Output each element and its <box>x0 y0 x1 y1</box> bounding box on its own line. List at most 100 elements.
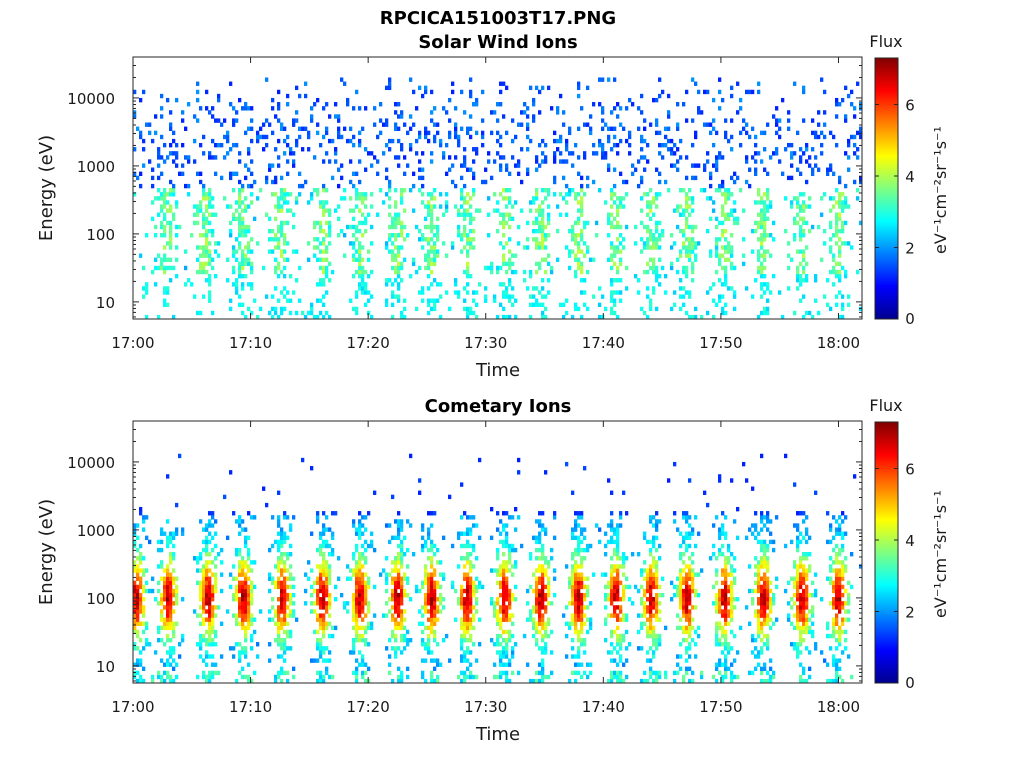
heatmap-cell <box>577 241 581 246</box>
heatmap-cell <box>361 584 365 590</box>
heatmap-cell <box>463 531 467 536</box>
heatmap-cell <box>505 220 509 226</box>
heatmap-cell <box>463 670 467 676</box>
heatmap-cell <box>394 646 398 651</box>
heatmap-cell <box>844 269 848 275</box>
heatmap-cell <box>463 674 467 680</box>
heatmap-cell <box>361 220 365 226</box>
heatmap-cell <box>199 233 203 238</box>
heatmap-cell <box>157 674 161 680</box>
heatmap-cell <box>670 151 674 156</box>
heatmap-cell <box>673 163 677 168</box>
heatmap-cell <box>310 601 314 606</box>
heatmap-cell <box>682 539 686 545</box>
heatmap-cell <box>469 625 473 631</box>
heatmap-cell <box>244 130 248 136</box>
heatmap-cell <box>505 564 509 569</box>
heatmap-cell <box>250 171 254 177</box>
heatmap-cell <box>238 572 242 577</box>
heatmap-cell <box>394 278 398 283</box>
heatmap-cell <box>241 568 245 573</box>
heatmap-cell <box>238 200 242 205</box>
heatmap-cell <box>715 130 719 136</box>
heatmap-cell <box>544 633 548 639</box>
heatmap-cell <box>145 535 149 541</box>
heatmap-cell <box>364 642 368 647</box>
heatmap-cell <box>823 228 827 234</box>
heatmap-cell <box>574 601 578 606</box>
heatmap-cell <box>202 576 206 581</box>
heatmap-cell <box>322 278 326 283</box>
heatmap-cell <box>235 678 239 683</box>
heatmap-cell <box>505 535 509 541</box>
heatmap-cell <box>646 625 650 631</box>
heatmap-cell <box>547 204 551 209</box>
heatmap-cell <box>391 294 395 299</box>
heatmap-cell <box>616 224 620 230</box>
heatmap-cell <box>211 155 215 160</box>
heatmap-cell <box>613 134 617 140</box>
heatmap-cell <box>622 678 626 683</box>
heatmap-cell <box>268 249 272 254</box>
heatmap-cell <box>160 609 164 614</box>
heatmap-cell <box>409 147 413 152</box>
heatmap-cell <box>280 568 284 573</box>
heatmap-cell <box>472 674 476 680</box>
heatmap-cell <box>499 265 503 271</box>
heatmap-cell <box>520 208 524 213</box>
heatmap-cell <box>649 302 653 308</box>
heatmap-cell <box>487 196 491 201</box>
heatmap-cell <box>538 576 542 581</box>
heatmap-cell <box>469 306 473 312</box>
heatmap-cell <box>448 97 452 103</box>
heatmap-cell <box>319 678 323 683</box>
heatmap-cell <box>352 523 356 528</box>
heatmap-cell <box>679 597 683 602</box>
heatmap-cell <box>415 151 419 156</box>
heatmap-cell <box>430 224 434 230</box>
heatmap-cell <box>406 580 410 586</box>
heatmap-cell <box>568 584 572 590</box>
heatmap-cell <box>502 523 506 528</box>
heatmap-cell <box>424 646 428 651</box>
heatmap-cell <box>424 564 428 569</box>
heatmap-cell <box>358 609 362 614</box>
heatmap-cell <box>607 134 611 140</box>
heatmap-cell <box>400 613 404 618</box>
heatmap-cell <box>337 130 341 136</box>
heatmap-cell <box>547 674 551 680</box>
heatmap-cell <box>205 650 209 655</box>
heatmap-cell <box>151 183 155 189</box>
heatmap-cell <box>250 282 254 287</box>
heatmap-cell <box>628 142 632 148</box>
heatmap-cell <box>364 613 368 618</box>
heatmap-cell <box>799 171 803 177</box>
heatmap-cell <box>259 306 263 312</box>
heatmap-cell <box>163 568 167 573</box>
heatmap-cell <box>499 282 503 287</box>
heatmap-cell <box>739 142 743 148</box>
heatmap-cell <box>625 646 629 651</box>
heatmap-cell <box>469 77 473 82</box>
heatmap-cell <box>847 294 851 299</box>
heatmap-cell <box>592 572 596 577</box>
heatmap-cell <box>400 233 404 238</box>
heatmap-cell <box>397 580 401 586</box>
heatmap-cell <box>145 286 149 291</box>
heatmap-cell <box>244 527 248 532</box>
heatmap-cell <box>646 142 650 148</box>
heatmap-cell <box>370 543 374 549</box>
heatmap-cell <box>253 216 257 222</box>
heatmap-cell <box>364 147 368 152</box>
heatmap-cell <box>400 196 404 201</box>
heatmap-cell <box>763 282 767 287</box>
heatmap-cell <box>544 245 548 250</box>
heatmap-cell <box>226 609 230 614</box>
heatmap-cell <box>730 147 734 152</box>
heatmap-cell <box>394 601 398 606</box>
heatmap-cell <box>325 151 329 156</box>
heatmap-cell <box>205 539 209 545</box>
heatmap-cell <box>496 572 500 577</box>
heatmap-cell <box>172 543 176 549</box>
heatmap-cell <box>853 142 857 148</box>
